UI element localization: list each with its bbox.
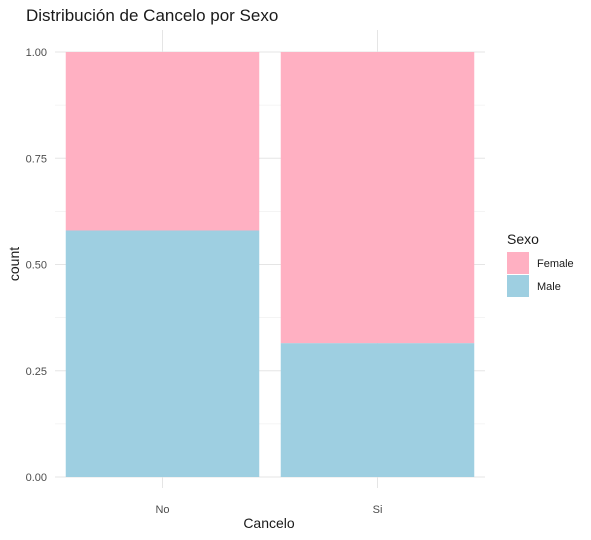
y-axis-title: count (6, 247, 22, 281)
x-axis-ticks: No Si (155, 504, 382, 516)
y-tick-label: 0.50 (26, 260, 47, 272)
legend-label-female: Female (537, 258, 574, 270)
chart-title: Distribución de Cancelo por Sexo (26, 6, 278, 25)
bars (65, 52, 475, 477)
y-tick-label: 0.25 (26, 366, 47, 378)
y-axis-ticks: 0.00 0.25 0.50 0.75 1.00 (26, 47, 47, 484)
legend-key-female (507, 252, 529, 274)
legend-key-male (507, 275, 529, 297)
legend-title: Sexo (507, 231, 539, 247)
x-tick-label: No (155, 504, 169, 516)
y-tick-label: 1.00 (26, 47, 47, 59)
bar-si-female (280, 52, 475, 344)
x-axis-title: Cancelo (243, 515, 295, 531)
bar-si-male (280, 343, 475, 477)
legend-label-male: Male (537, 281, 561, 293)
bar-no-male (65, 230, 260, 477)
y-tick-label: 0.00 (26, 472, 47, 484)
x-tick-label: Si (373, 504, 383, 516)
y-tick-label: 0.75 (26, 153, 47, 165)
bar-no-female (65, 52, 260, 231)
legend: Sexo Female Male (507, 231, 574, 297)
